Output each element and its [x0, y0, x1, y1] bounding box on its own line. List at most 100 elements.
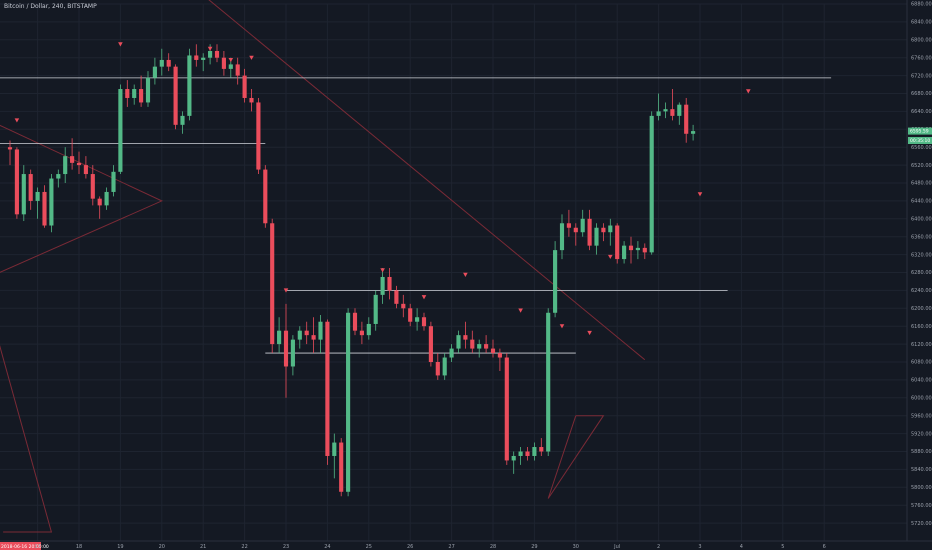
- candle-body: [504, 357, 509, 461]
- candle-body: [553, 250, 558, 313]
- candle-body: [401, 303, 406, 309]
- time-tick-label: 25: [366, 544, 372, 550]
- sell-marker: [283, 288, 289, 293]
- candle-body: [622, 245, 627, 260]
- candle-body: [615, 225, 620, 260]
- sell-marker: [380, 268, 385, 273]
- trendline: [547, 415, 605, 499]
- price-tick-label: 5720.00: [911, 521, 932, 527]
- candle-body: [559, 223, 565, 251]
- time-tick-label: 20: [159, 544, 165, 550]
- price-tick-label: 6760.00: [911, 55, 932, 61]
- candle-body: [249, 97, 254, 103]
- price-tick-label: 6120.00: [911, 342, 932, 348]
- sell-marker: [118, 42, 123, 47]
- time-tick-label: 5: [781, 544, 784, 550]
- sell-marker: [587, 330, 592, 336]
- horizontal-level-lines[interactable]: [0, 77, 832, 354]
- candle-body: [214, 50, 220, 58]
- candle-body: [684, 104, 689, 134]
- candle-body: [359, 330, 364, 336]
- price-tick-label: 6400.00: [911, 217, 932, 223]
- candle-body: [290, 339, 295, 367]
- trendline-drawings[interactable]: [0, 0, 646, 533]
- time-tick-label: 6: [823, 544, 826, 550]
- candle-body: [208, 50, 213, 58]
- candle-body: [263, 169, 268, 224]
- candle-body: [525, 451, 530, 456]
- current-price-tag: [908, 127, 932, 135]
- time-tick-label: 26: [407, 544, 413, 550]
- candle-body: [484, 344, 489, 349]
- candle-body: [70, 156, 75, 163]
- price-tick-label: 6520.00: [911, 163, 932, 169]
- candle-body: [145, 77, 151, 103]
- candle-body: [477, 344, 482, 349]
- price-tick-label: 5880.00: [911, 449, 932, 455]
- candle-body: [125, 89, 130, 98]
- time-tick-label: 28: [490, 544, 496, 550]
- candle-body: [346, 312, 351, 492]
- price-tick-label: 6840.00: [911, 20, 932, 26]
- candle-body: [601, 227, 606, 233]
- time-tick-label: 27: [448, 544, 454, 550]
- time-tick-label: 22: [241, 544, 247, 550]
- candle-body: [470, 339, 475, 349]
- price-tick-label: 5920.00: [911, 431, 932, 437]
- candle-series: [7, 44, 696, 497]
- price-axis[interactable]: 6880.00 6840.00 6800.00 6760.00 6720.00 6680.…: [906, 0, 932, 550]
- candle-body: [456, 335, 461, 349]
- countdown-tag: [908, 136, 932, 144]
- price-tick-label: 6160.00: [911, 324, 932, 330]
- candle-body: [235, 64, 240, 76]
- price-tick-label: 6280.00: [911, 270, 932, 276]
- candle-body: [332, 442, 337, 456]
- candle-body: [83, 165, 88, 175]
- sell-marker: [518, 308, 523, 313]
- time-tick-label: 29: [531, 544, 537, 550]
- candle-body: [28, 174, 33, 201]
- candle-body: [573, 227, 578, 233]
- candle-body: [318, 321, 323, 340]
- candle-body: [21, 174, 26, 215]
- candle-body: [635, 247, 640, 251]
- candle-body: [580, 218, 585, 233]
- candle-body: [656, 111, 661, 116]
- time-tick-label: 21: [200, 544, 206, 550]
- price-tick-label: 6440.00: [911, 199, 932, 205]
- trendline: [0, 124, 164, 273]
- candle-body: [435, 362, 440, 376]
- crosshair-date-tag: [0, 542, 41, 550]
- candle-body: [691, 131, 696, 134]
- time-tick-label: 23: [283, 544, 289, 550]
- candle-body: [532, 447, 537, 456]
- candle-body: [490, 348, 496, 354]
- time-tick-label: 2: [657, 544, 660, 550]
- price-tick-label: 6880.00: [911, 2, 932, 8]
- candle-body: [311, 335, 316, 340]
- price-tick-label: 6360.00: [911, 234, 932, 240]
- candle-body: [49, 178, 54, 226]
- price-tick-label: 6800.00: [911, 38, 932, 44]
- time-tick-label: 18: [76, 544, 82, 550]
- candle-body: [387, 276, 392, 291]
- candle-body: [201, 57, 206, 60]
- candle-body: [677, 104, 682, 116]
- sell-marker: [697, 192, 703, 197]
- candle-body: [587, 218, 592, 246]
- candle-body: [511, 455, 516, 461]
- candle-body: [283, 330, 289, 367]
- time-tick-label: 17: [34, 544, 40, 550]
- candle-body: [463, 335, 468, 340]
- price-tick-label: 5800.00: [911, 485, 932, 491]
- candle-body: [277, 330, 282, 345]
- candle-body: [421, 317, 427, 327]
- time-tick-label: 30: [573, 544, 579, 550]
- sell-marker: [608, 254, 613, 260]
- sell-marker: [463, 272, 468, 277]
- candle-body: [394, 290, 399, 304]
- time-tick-label: Jul: [613, 544, 620, 550]
